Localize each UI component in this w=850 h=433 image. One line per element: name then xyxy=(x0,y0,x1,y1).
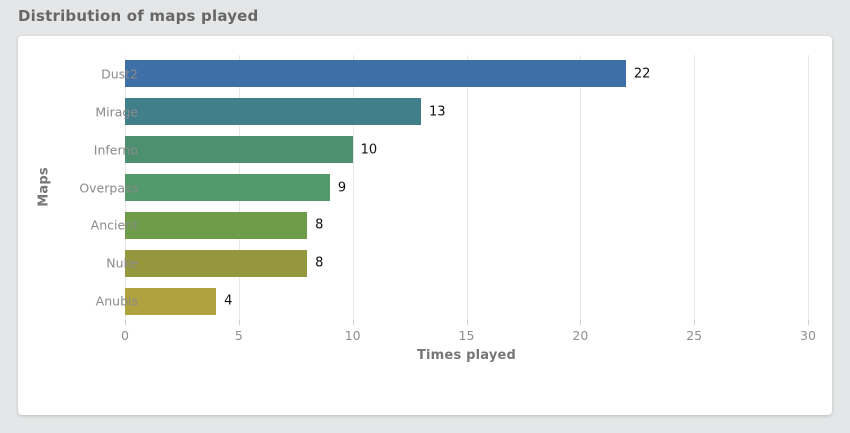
x-tick-label: 30 xyxy=(800,328,816,343)
x-tick-label: 25 xyxy=(686,328,703,343)
bar-row: 8 xyxy=(125,249,808,277)
x-axis-tick xyxy=(125,320,126,325)
bar-value-label: 8 xyxy=(315,255,324,271)
category-label-nuke: Nuke xyxy=(106,255,138,271)
gridline xyxy=(808,55,809,320)
gridline xyxy=(580,55,582,320)
bar-dust2 xyxy=(125,60,626,88)
gridline xyxy=(352,55,354,320)
x-tick-label: 0 xyxy=(121,328,129,343)
gridline xyxy=(694,55,696,320)
x-axis-tick xyxy=(466,320,468,325)
bar-inferno xyxy=(125,136,353,164)
bar-value-label: 22 xyxy=(633,66,651,82)
category-label-dust2: Dust2 xyxy=(101,66,138,82)
x-axis-title: Times played xyxy=(416,348,517,363)
x-tick-label: 10 xyxy=(344,328,361,343)
bar-value-label: 13 xyxy=(428,104,446,120)
bar-value-label: 10 xyxy=(360,142,378,158)
x-tick-label: 20 xyxy=(572,328,589,343)
x-axis-tick xyxy=(694,320,696,325)
bar-row: 8 xyxy=(125,211,808,239)
bar-row: 13 xyxy=(125,98,808,126)
bar-anubis xyxy=(125,287,217,315)
bar-row: 4 xyxy=(125,287,808,315)
gridline xyxy=(466,55,468,320)
category-label-mirage: Mirage xyxy=(95,104,138,120)
plot-area: 22 13 10 9 8 8 4 xyxy=(125,55,809,325)
bar-row: 9 xyxy=(125,174,808,201)
category-label-ancient: Ancient xyxy=(90,217,138,233)
x-axis-tick xyxy=(352,320,354,325)
category-label-anubis: Anubis xyxy=(95,293,138,309)
bar-value-label: 8 xyxy=(315,217,324,233)
x-tick-label: 15 xyxy=(458,328,475,343)
bar-value-label: 4 xyxy=(224,293,233,309)
bar-row: 22 xyxy=(125,60,808,88)
bar-overpass xyxy=(125,174,330,201)
category-label-inferno: Inferno xyxy=(93,142,138,158)
x-axis-tick xyxy=(238,320,240,325)
chart-panel: 22 13 10 9 8 8 4 Times played Maps 0 5 10 15 20 25 3… xyxy=(18,36,832,415)
x-axis-tick xyxy=(808,320,809,325)
page-title: Distribution of maps played xyxy=(18,7,259,25)
x-axis-tick xyxy=(580,320,582,325)
bar-mirage xyxy=(125,98,421,126)
category-label-overpass: Overpass xyxy=(79,180,138,195)
x-tick-label: 5 xyxy=(234,328,243,343)
bar-value-label: 9 xyxy=(337,180,347,195)
y-axis-title: Maps xyxy=(36,167,52,207)
bar-nuke xyxy=(125,249,308,277)
bar-ancient xyxy=(125,211,308,239)
bar-row: 10 xyxy=(125,136,808,164)
